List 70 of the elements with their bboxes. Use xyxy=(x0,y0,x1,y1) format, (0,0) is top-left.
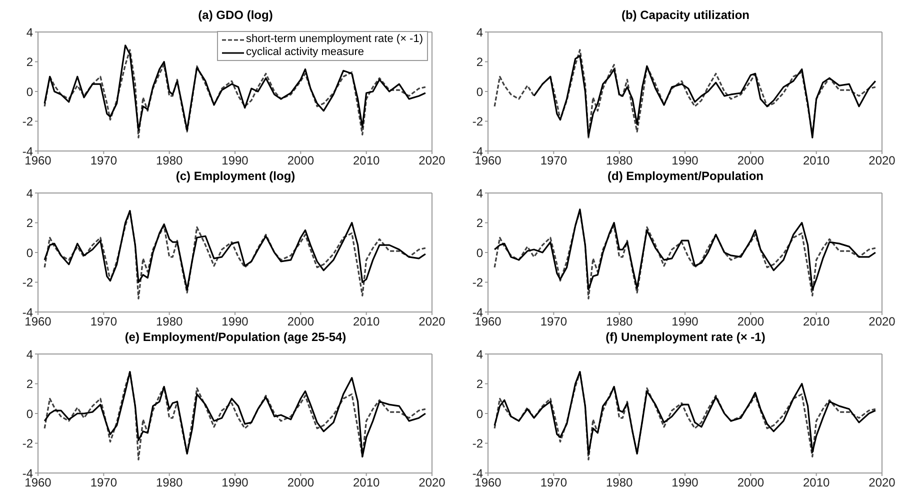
x-tick-label: 2020 xyxy=(868,314,896,329)
y-tick-label: -2 xyxy=(22,276,34,290)
y-tick-label: 4 xyxy=(26,25,34,40)
legend-label: cyclical activity measure xyxy=(246,46,364,59)
chart-title: (e) Employment/Population (age 25-54) xyxy=(124,330,348,344)
x-tick-label: 1980 xyxy=(156,314,184,329)
x-tick-label: 2020 xyxy=(418,476,446,490)
x-tick-label: 1970 xyxy=(540,314,568,329)
x-tick-label: 1990 xyxy=(672,154,699,168)
y-tick-label: 0 xyxy=(476,406,484,421)
x-tick-label: 2020 xyxy=(868,476,896,490)
y-tick-label: 4 xyxy=(476,347,484,362)
x-tick-label: 1980 xyxy=(156,476,184,490)
x-tick-label: 1990 xyxy=(672,314,699,329)
chart-title: (d) Employment/Population xyxy=(606,169,764,183)
x-tick-label: 1980 xyxy=(606,476,634,490)
x-tick-label: 1990 xyxy=(222,154,249,168)
y-tick-label: 2 xyxy=(476,55,484,70)
y-tick-label: -2 xyxy=(472,114,484,129)
x-tick-label: 2020 xyxy=(418,154,446,168)
x-tick-label: 2010 xyxy=(802,314,830,329)
y-tick-label: -2 xyxy=(22,436,34,451)
x-tick-label: 1970 xyxy=(90,314,118,329)
y-tick-label: -2 xyxy=(472,276,484,290)
line-series xyxy=(494,49,876,138)
x-tick-label: 2000 xyxy=(737,314,764,329)
x-tick-label: 1970 xyxy=(540,154,568,168)
chart-title: (c) Employment (log) xyxy=(174,169,296,183)
y-tick-label: 2 xyxy=(26,377,34,392)
chart-title: (a) GDO (log) xyxy=(197,8,274,22)
legend-label: short-term unemployment rate (× -1) xyxy=(246,33,423,46)
x-tick-label: 1990 xyxy=(672,476,699,490)
y-tick-label: -2 xyxy=(472,436,484,451)
y-tick-label: -2 xyxy=(22,114,34,129)
y-tick-label: 0 xyxy=(476,84,484,99)
y-tick-label: 4 xyxy=(476,186,484,200)
x-tick-label: 2020 xyxy=(868,154,896,168)
y-tick-label: 0 xyxy=(26,246,34,260)
y-tick-label: 4 xyxy=(476,25,484,40)
x-tick-label: 1990 xyxy=(222,476,249,490)
x-tick-label: 2000 xyxy=(287,476,314,490)
x-tick-label: 2010 xyxy=(802,154,830,168)
chart-title: (f) Unemployment rate (× -1) xyxy=(604,330,766,344)
x-tick-label: 2000 xyxy=(737,476,764,490)
x-tick-label: 2000 xyxy=(737,154,764,168)
x-tick-label: 2010 xyxy=(802,476,830,490)
x-tick-label: 2010 xyxy=(352,154,380,168)
x-tick-label: 1990 xyxy=(222,314,249,329)
y-tick-label: 0 xyxy=(26,406,34,421)
y-tick-label: 4 xyxy=(26,186,34,200)
y-tick-label: 2 xyxy=(476,377,484,392)
x-tick-label: 2000 xyxy=(287,154,314,168)
x-tick-label: 1980 xyxy=(156,154,184,168)
x-tick-label: 1970 xyxy=(90,476,118,490)
y-tick-label: 2 xyxy=(26,216,34,230)
x-tick-label: 1970 xyxy=(90,154,118,168)
y-tick-label: 2 xyxy=(476,216,484,230)
y-tick-label: 4 xyxy=(26,347,34,362)
x-tick-label: 2020 xyxy=(418,314,446,329)
chart-title: (b) Capacity utilization xyxy=(620,8,750,22)
y-tick-label: 0 xyxy=(476,246,484,260)
x-tick-label: 1970 xyxy=(540,476,568,490)
line-series xyxy=(533,55,876,138)
x-tick-label: 1980 xyxy=(606,154,634,168)
x-tick-label: 2010 xyxy=(352,476,380,490)
x-tick-label: 1980 xyxy=(606,314,634,329)
x-tick-label: 2010 xyxy=(352,314,380,329)
y-tick-label: 0 xyxy=(26,84,34,99)
x-tick-label: 2000 xyxy=(287,314,314,329)
y-tick-label: 2 xyxy=(26,55,34,70)
